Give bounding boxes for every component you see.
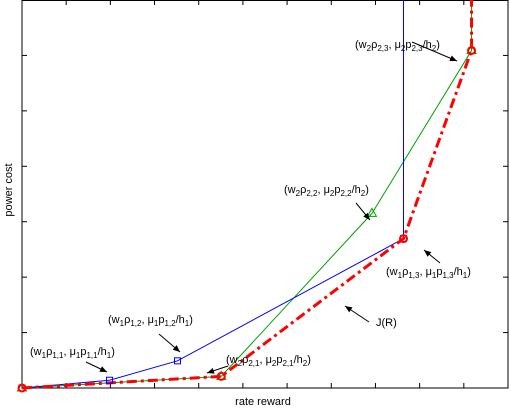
y-axis-label: power cost — [3, 163, 15, 216]
series-line-J — [21, 0, 474, 390]
arrow-head — [345, 306, 353, 313]
annotation-w1p12: (w1ρ1,2, μ1p1,2/h1) — [108, 314, 193, 328]
annotation-labels: (w1ρ1,1, μ1p1,1/h1) (w1ρ1,2, μ1p1,2/h1) (w… — [30, 39, 471, 368]
plot-border — [21, 0, 509, 389]
arrow-head — [363, 212, 370, 220]
x-axis-label: rate reward — [235, 396, 291, 408]
marker-user1 — [174, 357, 182, 365]
annotation-JR: J(R) — [376, 317, 397, 329]
marker-user2 — [366, 207, 378, 217]
arrow-head — [99, 366, 107, 372]
plot-frame — [21, 0, 509, 389]
marker-layer — [16, 44, 477, 393]
marker-J — [216, 371, 226, 381]
arrow-head — [424, 250, 432, 257]
marker-J — [17, 383, 27, 393]
marker-user1 — [105, 376, 113, 384]
annotation-w2p22: (w2ρ2,2, μ2p2,2/h2) — [284, 184, 369, 198]
annotation-w1p11: (w1ρ1,1, μ1p1,1/h1) — [30, 346, 115, 360]
series-layer — [21, 0, 474, 390]
arrow-head — [172, 345, 180, 352]
arrow-head — [207, 367, 215, 374]
series-line-user1 — [21, 0, 405, 389]
arrow-head — [449, 55, 457, 62]
marker-J — [399, 234, 409, 244]
marker-J — [467, 45, 477, 55]
annotation-arrows — [85, 41, 458, 374]
arrow-line — [411, 41, 458, 62]
annotation-w2p21: (w2ρ2,1, μ2p2,1/h2) — [226, 354, 311, 368]
annotation-w2p23: (w2ρ2,3, μ2p2,3/h2) — [355, 39, 440, 53]
series-line-user2 — [21, 0, 473, 389]
annotation-w1p13: (w1ρ1,3, μ1p1,3/h1) — [386, 266, 471, 280]
